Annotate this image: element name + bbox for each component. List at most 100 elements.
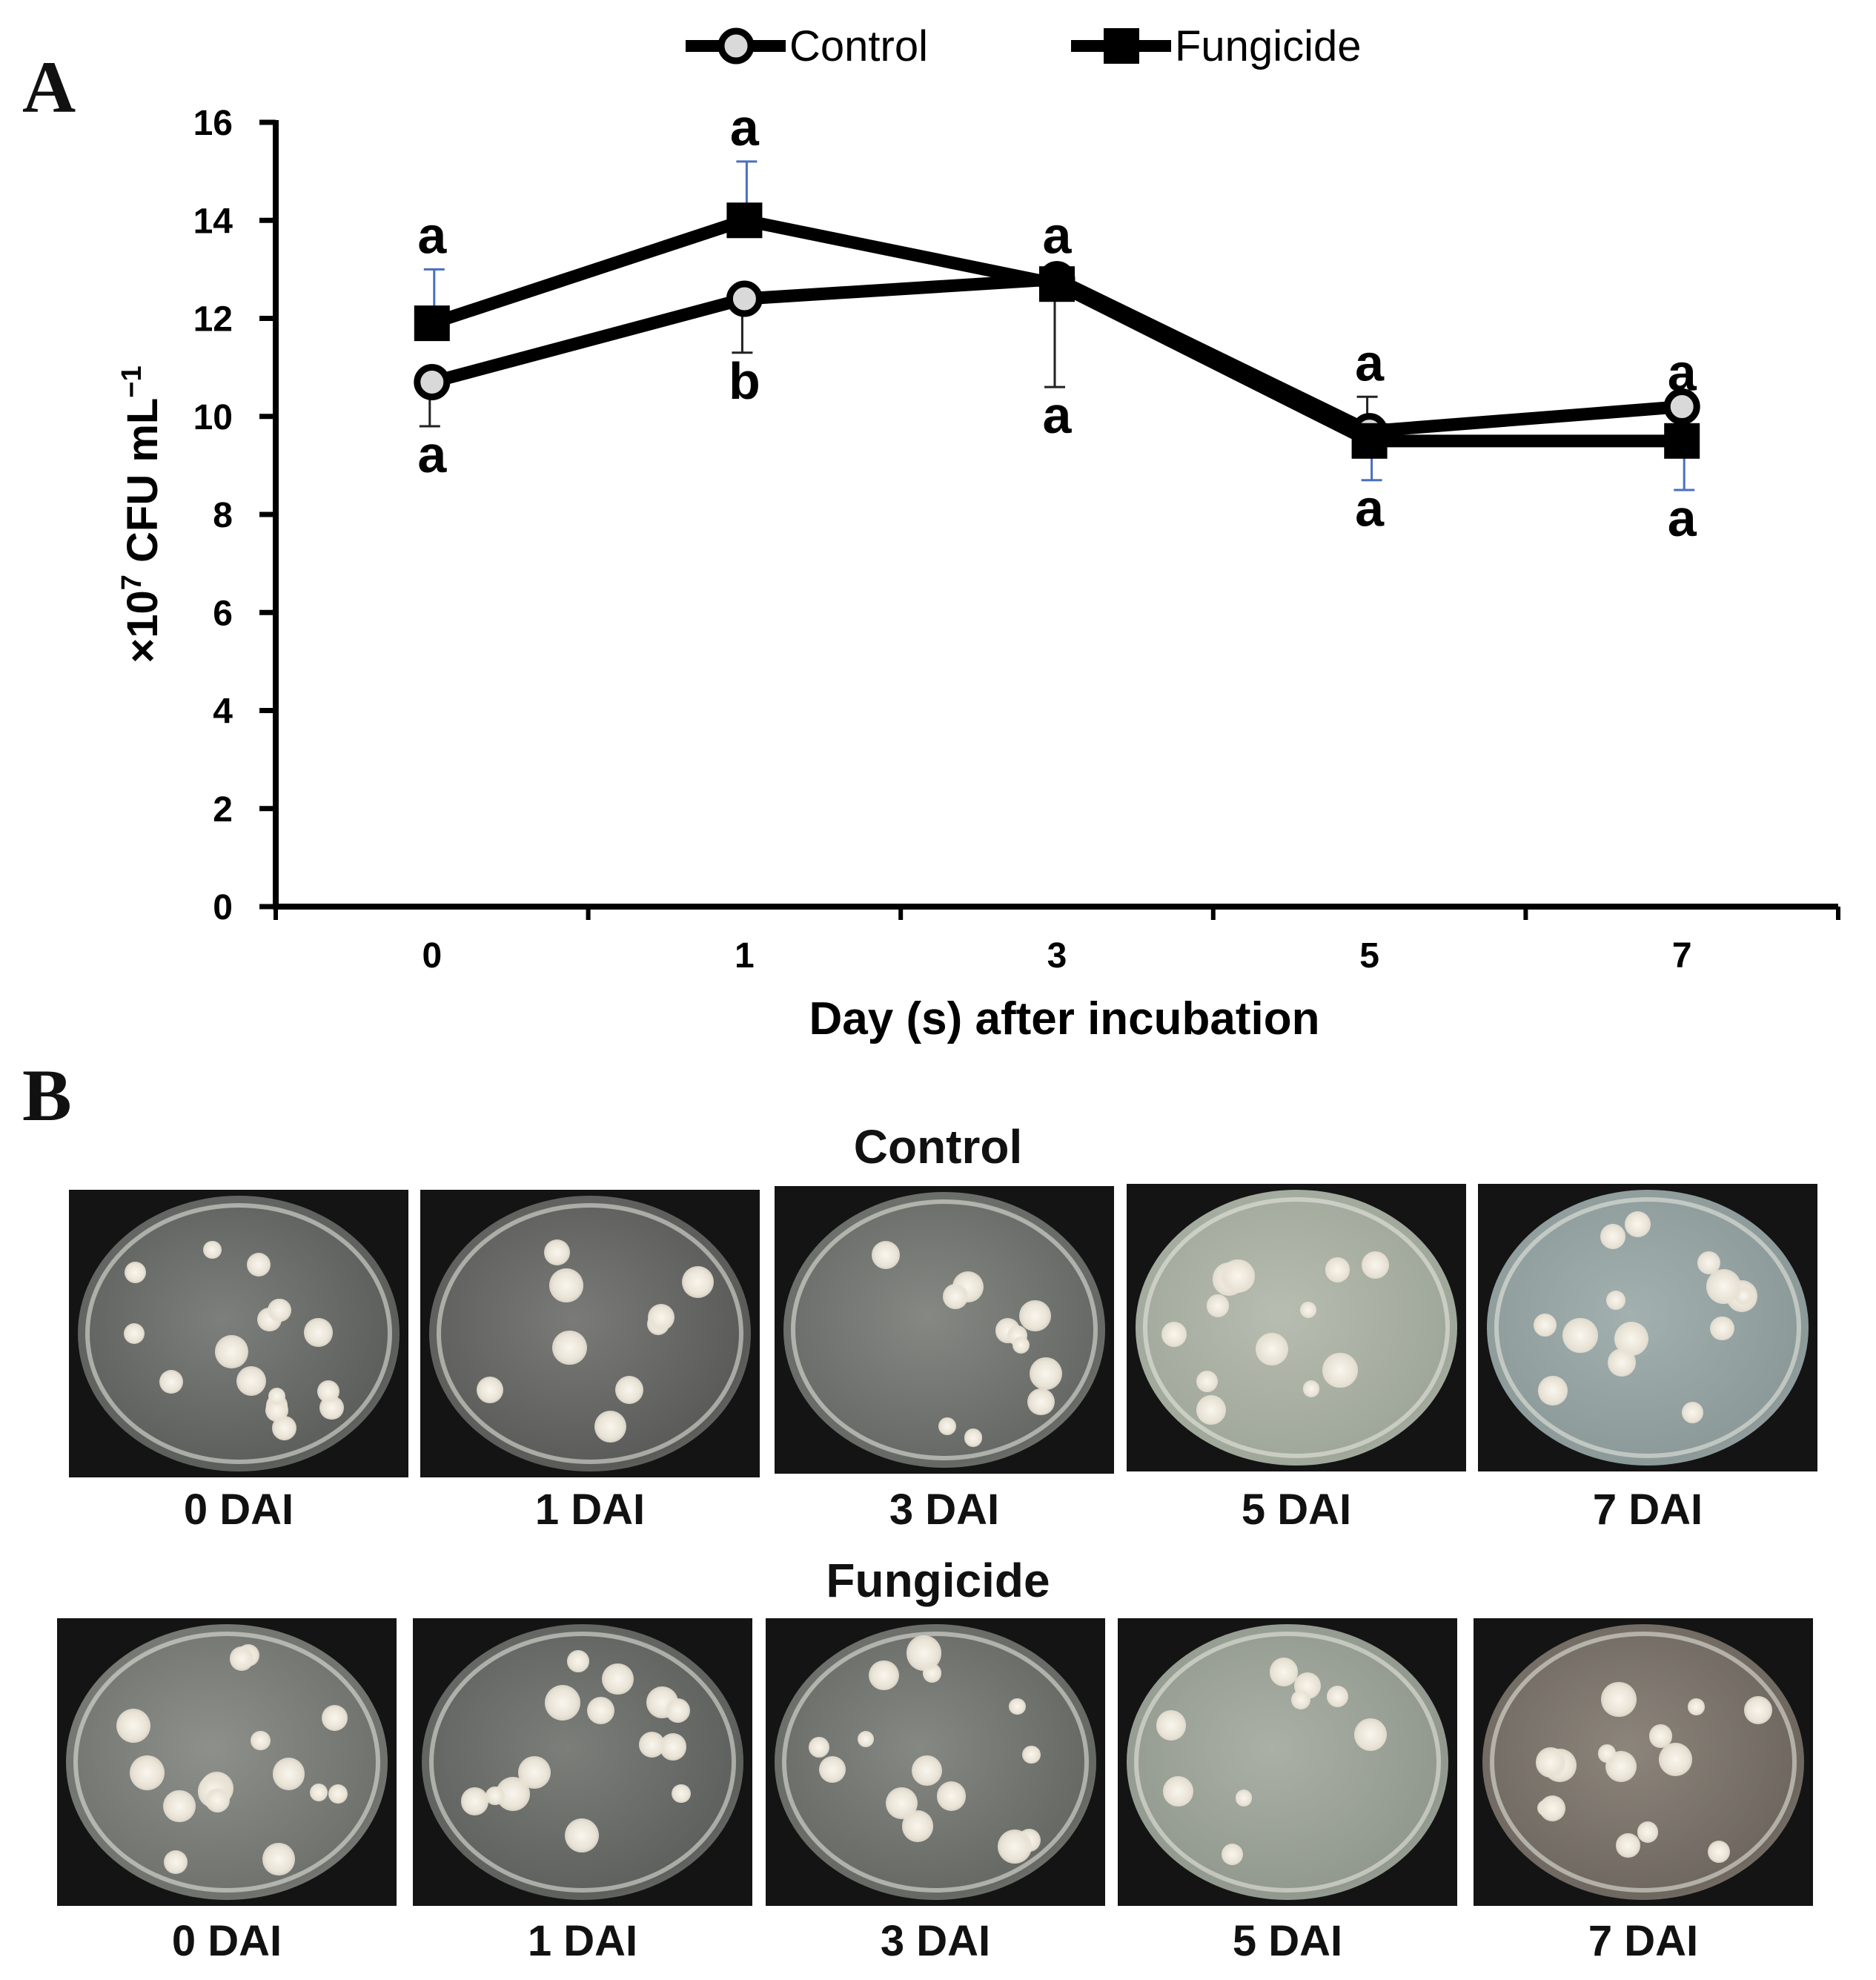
plate-rim bbox=[429, 1632, 736, 1893]
fungal-colony bbox=[1008, 1698, 1026, 1715]
fungal-colony bbox=[1361, 1251, 1390, 1279]
fungal-colony bbox=[997, 1829, 1032, 1864]
fungal-colony bbox=[304, 1318, 333, 1347]
plate-label: 7 DAI bbox=[1588, 1917, 1699, 1965]
control-point bbox=[414, 363, 451, 400]
fungal-colony bbox=[1597, 1744, 1617, 1763]
petri-dish-photo bbox=[420, 1190, 760, 1477]
fungal-colony bbox=[321, 1704, 348, 1732]
fungal-colony bbox=[1222, 1843, 1244, 1865]
y-tick-label: 10 bbox=[193, 398, 233, 437]
fungal-colony bbox=[964, 1428, 983, 1447]
fungal-colony bbox=[671, 1784, 691, 1804]
fungal-colony bbox=[544, 1684, 580, 1721]
fungal-colony bbox=[1562, 1318, 1598, 1354]
plate-rim bbox=[1490, 1632, 1797, 1893]
petri-dish-photo bbox=[1474, 1618, 1813, 1906]
significance-letter: a bbox=[1043, 206, 1073, 264]
fungal-colony bbox=[1648, 1724, 1673, 1748]
fungal-colony bbox=[477, 1377, 504, 1403]
fungal-colony bbox=[1290, 1689, 1310, 1709]
fungal-colony bbox=[262, 1842, 295, 1875]
significance-letter: a bbox=[1355, 334, 1385, 391]
fungal-colony bbox=[586, 1697, 614, 1725]
fungal-colony bbox=[129, 1755, 165, 1790]
fungicide-point bbox=[1664, 423, 1700, 459]
plate-label: 1 DAI bbox=[527, 1917, 638, 1965]
fungal-colony bbox=[912, 1755, 943, 1786]
fungal-colony bbox=[602, 1663, 634, 1695]
fungal-colony bbox=[460, 1787, 488, 1815]
plate-label: 3 DAI bbox=[880, 1917, 991, 1965]
legend-label-control: Control bbox=[789, 22, 928, 70]
fungal-colony bbox=[1706, 1268, 1742, 1305]
plate-label: 5 DAI bbox=[1241, 1486, 1352, 1534]
fungal-colony bbox=[906, 1635, 941, 1671]
legend-marker-control bbox=[717, 27, 755, 64]
fungal-colony bbox=[1600, 1681, 1637, 1718]
fungal-colony bbox=[1608, 1348, 1637, 1377]
control-point bbox=[1663, 388, 1700, 426]
fungal-colony bbox=[543, 1239, 571, 1265]
fungal-colony bbox=[1161, 1321, 1187, 1348]
fungal-colony bbox=[885, 1787, 918, 1820]
fungal-colony bbox=[1196, 1370, 1219, 1393]
fungal-colony bbox=[1019, 1299, 1051, 1332]
fungal-colony bbox=[268, 1388, 286, 1405]
fungal-colony bbox=[1022, 1745, 1041, 1764]
petri-dish-photo bbox=[413, 1618, 752, 1906]
petri-dish-photo bbox=[69, 1190, 408, 1477]
fungicide-point bbox=[726, 202, 763, 239]
x-axis-title: Day (s) after incubation bbox=[809, 993, 1320, 1044]
fungal-colony bbox=[159, 1370, 184, 1394]
fungal-colony bbox=[1688, 1698, 1705, 1715]
y-tick-label: 2 bbox=[213, 790, 233, 830]
plate-rim bbox=[85, 1203, 392, 1464]
fungal-colony bbox=[268, 1298, 292, 1322]
control-row-title: Control bbox=[853, 1120, 1023, 1173]
fungal-colony bbox=[1538, 1376, 1568, 1405]
fungal-colony bbox=[205, 1787, 231, 1813]
fungal-colony bbox=[116, 1709, 151, 1744]
plate-rim bbox=[437, 1203, 743, 1464]
fungal-colony bbox=[1600, 1224, 1626, 1249]
x-tick-label: 0 bbox=[422, 936, 442, 976]
fungal-colony bbox=[857, 1730, 875, 1748]
fungal-colony bbox=[1322, 1352, 1358, 1388]
petri-dish-photo bbox=[775, 1186, 1114, 1474]
significance-letter: a bbox=[1043, 386, 1073, 444]
fungal-colony bbox=[164, 1850, 188, 1874]
fungal-colony bbox=[1539, 1795, 1566, 1822]
fungal-colony bbox=[647, 1303, 675, 1331]
plate-rim bbox=[782, 1632, 1089, 1893]
fungicide-point bbox=[1039, 266, 1075, 302]
petri-dish-photo bbox=[1118, 1618, 1457, 1906]
fungal-colony bbox=[1682, 1402, 1704, 1423]
fungal-colony bbox=[943, 1284, 968, 1309]
plate-rim bbox=[791, 1199, 1098, 1460]
fungal-colony bbox=[517, 1755, 551, 1789]
fungal-colony bbox=[316, 1380, 339, 1403]
x-tick-label: 1 bbox=[735, 936, 755, 976]
fungal-colony bbox=[125, 1262, 147, 1284]
fungal-colony bbox=[1196, 1394, 1226, 1426]
fungal-colony bbox=[938, 1417, 956, 1435]
fungal-colony bbox=[1697, 1251, 1721, 1275]
significance-letter: a bbox=[1355, 480, 1385, 537]
fungal-colony bbox=[1616, 1833, 1640, 1858]
fungal-colony bbox=[124, 1322, 145, 1344]
fungal-colony bbox=[1744, 1696, 1772, 1724]
plate-label: 5 DAI bbox=[1232, 1917, 1343, 1965]
significance-letter: a bbox=[730, 99, 760, 156]
y-tick-label: 14 bbox=[193, 202, 233, 241]
fungal-colony bbox=[1220, 1259, 1255, 1294]
petri-dish-photo bbox=[766, 1618, 1105, 1906]
significance-letter: a bbox=[417, 426, 447, 483]
significance-letter: a bbox=[1668, 489, 1697, 547]
plate-label: 7 DAI bbox=[1592, 1486, 1703, 1534]
fungal-colony bbox=[1659, 1743, 1693, 1777]
fungal-colony bbox=[682, 1266, 715, 1299]
fungal-colony bbox=[594, 1411, 627, 1443]
fungal-colony bbox=[1162, 1775, 1194, 1807]
significance-letter: a bbox=[1668, 344, 1697, 402]
